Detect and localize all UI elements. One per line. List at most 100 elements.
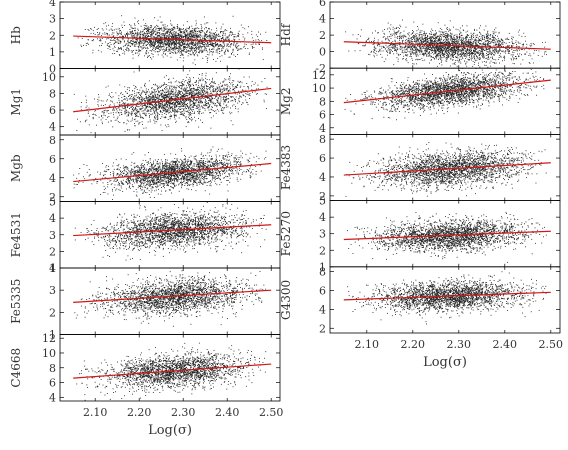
scatter-point xyxy=(170,98,172,100)
scatter-point xyxy=(152,94,154,96)
scatter-point xyxy=(200,119,201,121)
scatter-point xyxy=(155,96,157,98)
scatter-point xyxy=(206,62,208,63)
scatter-point xyxy=(124,45,126,47)
scatter-point xyxy=(184,98,186,100)
scatter-point xyxy=(113,114,114,116)
scatter-point xyxy=(168,105,170,107)
scatter-point xyxy=(177,35,179,37)
scatter-point xyxy=(110,44,112,45)
scatter-point xyxy=(178,101,180,102)
scatter-point xyxy=(164,24,166,26)
scatter-point xyxy=(92,114,94,115)
scatter-point xyxy=(173,98,175,100)
scatter-point xyxy=(153,180,155,182)
scatter-point xyxy=(207,36,208,37)
scatter-point xyxy=(168,189,170,191)
scatter-point xyxy=(166,55,168,57)
scatter-point xyxy=(146,171,148,173)
scatter-point xyxy=(142,43,144,44)
scatter-point xyxy=(125,112,127,114)
scatter-point xyxy=(167,102,169,104)
scatter-point xyxy=(141,117,143,119)
scatter-point xyxy=(171,86,173,88)
scatter-point xyxy=(125,98,126,100)
scatter-point xyxy=(204,165,206,167)
scatter-point xyxy=(170,82,172,84)
scatter-point xyxy=(210,41,211,43)
scatter-point xyxy=(147,187,148,189)
scatter-point xyxy=(149,180,150,181)
scatter-point xyxy=(220,32,221,33)
scatter-point xyxy=(172,108,174,110)
scatter-point xyxy=(188,32,190,34)
scatter-point xyxy=(170,103,172,104)
scatter-point xyxy=(113,194,114,196)
scatter-point xyxy=(241,92,242,94)
scatter-point xyxy=(198,110,200,112)
scatter-point xyxy=(206,89,208,90)
scatter-point xyxy=(180,166,182,168)
scatter-point xyxy=(204,38,206,39)
scatter-point xyxy=(242,33,244,35)
scatter-point xyxy=(164,107,165,109)
scatter-point xyxy=(176,44,177,46)
scatter-point xyxy=(158,40,159,42)
scatter-point xyxy=(209,93,211,95)
scatter-point xyxy=(176,85,178,87)
scatter-point xyxy=(141,97,143,99)
scatter-point xyxy=(216,33,217,35)
scatter-point xyxy=(141,110,143,112)
scatter-point xyxy=(141,106,143,107)
scatter-point xyxy=(206,86,207,87)
scatter-point xyxy=(200,24,202,25)
scatter-point xyxy=(175,100,177,102)
scatter-point xyxy=(116,165,118,167)
scatter-point xyxy=(224,33,226,35)
scatter-point xyxy=(186,176,187,178)
scatter-point xyxy=(182,32,184,34)
scatter-point xyxy=(153,95,154,97)
scatter-point xyxy=(159,40,161,41)
scatter-point xyxy=(189,38,190,40)
scatter-point xyxy=(226,45,228,47)
scatter-point xyxy=(189,81,190,82)
scatter-point xyxy=(189,92,190,94)
scatter-point xyxy=(102,100,104,102)
scatter-point xyxy=(173,179,175,181)
scatter-point xyxy=(176,39,178,41)
scatter-point xyxy=(176,87,177,89)
scatter-point xyxy=(142,116,144,118)
scatter-point xyxy=(165,174,167,175)
scatter-point xyxy=(163,41,165,43)
scatter-point xyxy=(108,38,110,40)
scatter-point xyxy=(145,176,147,178)
scatter-point xyxy=(189,93,191,95)
scatter-point xyxy=(201,51,203,53)
scatter-point xyxy=(95,115,97,116)
scatter-point xyxy=(211,45,212,46)
scatter-point xyxy=(176,99,178,101)
scatter-point xyxy=(182,173,184,175)
scatter-point xyxy=(188,109,190,111)
scatter-point xyxy=(187,47,189,49)
scatter-point xyxy=(143,176,145,178)
scatter-point xyxy=(168,93,170,95)
scatter-point xyxy=(149,110,151,112)
scatter-point xyxy=(199,100,200,102)
scatter-point xyxy=(197,89,198,91)
scatter-point xyxy=(151,58,153,60)
scatter-point xyxy=(197,106,199,108)
scatter-point xyxy=(176,101,178,103)
scatter-point xyxy=(155,39,157,41)
scatter-point xyxy=(189,112,190,114)
scatter-point xyxy=(171,49,173,50)
scatter-point xyxy=(213,33,215,35)
scatter-point xyxy=(190,91,192,93)
scatter-point xyxy=(167,37,169,38)
scatter-point xyxy=(186,90,188,91)
scatter-point xyxy=(169,98,171,99)
scatter-point xyxy=(130,31,132,32)
scatter-point xyxy=(198,102,200,104)
scatter-point xyxy=(212,165,214,167)
